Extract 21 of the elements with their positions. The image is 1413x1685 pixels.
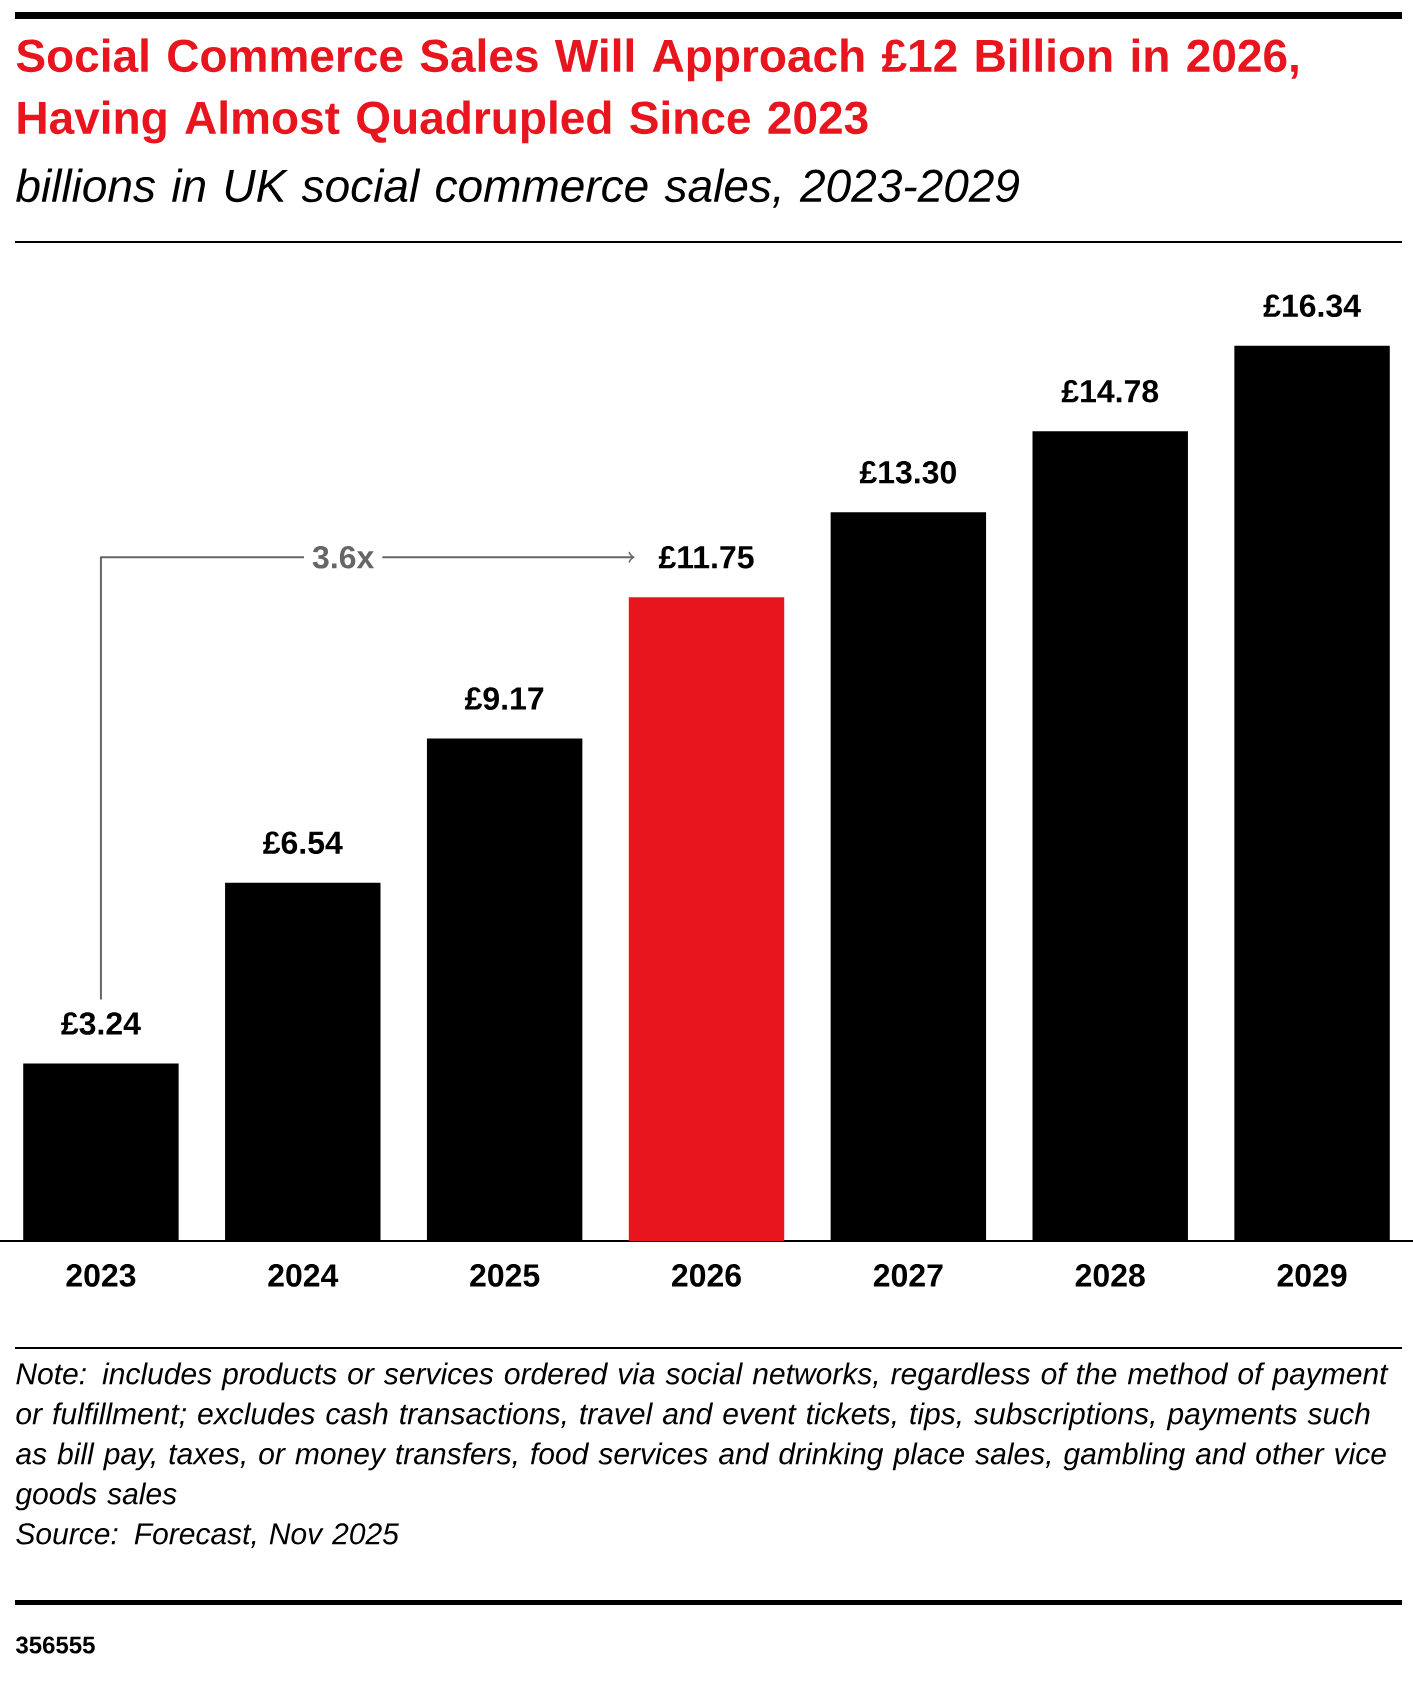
data-label: £3.24 xyxy=(61,1012,141,1035)
data-label: £11.75 xyxy=(658,545,754,569)
x-tick-label: 2024 xyxy=(268,1264,339,1287)
data-label: £6.54 xyxy=(263,831,343,855)
text: Note: includes products or services ordered via social networks, regardless of the method of payment or fulfillment; excludes cash transactions, travel and event tickets, tips, subscriptions, payments such as bill pay, taxes, or money transfers, food services and drinking place sales, gambling and other vice goods sales xyxy=(15,1362,1389,1511)
chart-subtitle: billions in UK social commerce sales, 2023-2029 xyxy=(16,168,1020,208)
bar xyxy=(628,597,785,1242)
data-label: £13.30 xyxy=(859,460,956,484)
data-label: £16.34 xyxy=(1263,294,1361,318)
data-label: £9.17 xyxy=(464,687,544,710)
annotation: 3.6x xyxy=(312,545,375,569)
source-note: Source: Forecast, Nov 2025 xyxy=(16,1523,399,1548)
chart-title: Social Commerce Sales Will Approach £12 Billion in 2026, Having Almost Quadrupled Since 2023 xyxy=(16,38,1298,144)
data-label: £14.78 xyxy=(1061,379,1159,403)
x-tick-label: 2026 xyxy=(672,1264,741,1287)
text: 356555 xyxy=(15,1636,95,1654)
x-tick-label: 2029 xyxy=(1277,1264,1347,1287)
x-tick-label: 2025 xyxy=(470,1264,540,1287)
x-tick-label: 2023 xyxy=(66,1264,136,1287)
x-tick-label: 2028 xyxy=(1075,1264,1145,1287)
x-tick-label: 2027 xyxy=(873,1264,943,1287)
